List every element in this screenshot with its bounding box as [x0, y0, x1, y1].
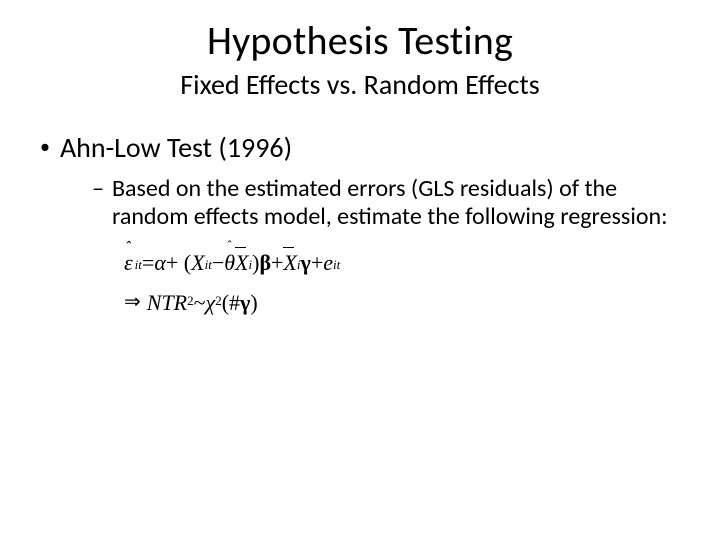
close-paren-2: )	[250, 286, 257, 320]
theta-hat: ˆ θ	[224, 246, 235, 280]
slide-title: Hypothesis Testing	[36, 16, 684, 65]
plus-1: + (	[166, 246, 191, 280]
bar-icon	[235, 247, 245, 248]
equation-block: ˆ ε it = α + ( Xit − ˆ θ X i ) β +	[124, 246, 684, 320]
ntr: NTR	[147, 286, 187, 320]
epsilon-subscript: it	[135, 255, 142, 275]
chi: χ	[206, 286, 216, 320]
x-bar-symbol-2: X	[283, 250, 296, 275]
slide: Hypothesis Testing Fixed Effects vs. Ran…	[0, 0, 720, 540]
x-bar-sub-2: i	[297, 255, 301, 275]
chi-sq: 2	[215, 291, 222, 311]
slide-subtitle: Fixed Effects vs. Random Effects	[36, 67, 684, 102]
plus-3: +	[311, 246, 323, 280]
gamma-bold: γ	[301, 246, 311, 280]
x-bar-i: X	[235, 246, 248, 280]
plus-2: +	[271, 246, 283, 280]
minus: −	[212, 246, 224, 280]
equation-line-2: ⇒ NTR2 ~ χ2 (# γ )	[124, 286, 684, 320]
open-hash: (#	[222, 286, 240, 320]
alpha: α	[154, 246, 166, 280]
x-it-sub: it	[205, 255, 212, 275]
equals: =	[142, 246, 154, 280]
bullet-2-text: Based on the estimated errors (GLS resid…	[112, 175, 674, 232]
gamma-2: γ	[240, 286, 250, 320]
bullet-1-text: Ahn-Low Test (1996)	[60, 130, 292, 165]
bullet-dot-icon: •	[40, 130, 50, 164]
hat-icon: ˆ	[125, 236, 130, 261]
distributed-as: ~	[194, 286, 206, 320]
implies-arrow-icon: ⇒	[124, 287, 141, 318]
x-bar-symbol: X	[235, 250, 248, 275]
x-bar-sub: i	[249, 255, 253, 275]
epsilon-hat: ˆ ε	[124, 246, 133, 280]
ntr-sq: 2	[187, 291, 194, 311]
e-it-sub: it	[333, 255, 340, 275]
bar-icon	[283, 247, 293, 248]
equation-line-1: ˆ ε it = α + ( Xit − ˆ θ X i ) β +	[124, 246, 684, 280]
slide-body: • Ahn-Low Test (1996) – Based on the est…	[36, 130, 684, 320]
x-bar-i-2: X	[283, 246, 296, 280]
close-paren: )	[252, 246, 259, 280]
bullet-level-1: • Ahn-Low Test (1996)	[40, 130, 684, 165]
bullet-dash-icon: –	[92, 175, 104, 203]
hat-icon: ˆ	[226, 236, 231, 258]
bullet-level-2: – Based on the estimated errors (GLS res…	[92, 175, 684, 232]
e-it: e	[323, 246, 333, 280]
beta-bold: β	[259, 246, 271, 280]
x-it: X	[191, 246, 204, 280]
